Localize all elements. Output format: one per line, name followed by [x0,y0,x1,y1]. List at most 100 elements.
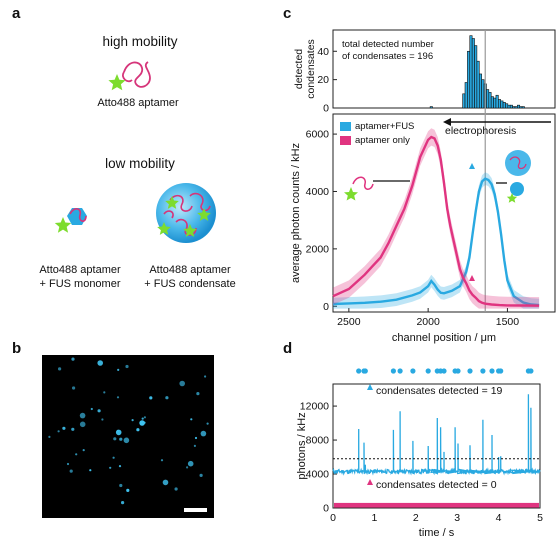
fluorophore-star-icon [108,74,126,91]
monomer-label-line1: Atto488 aptamer [39,264,121,276]
condensate-stars-icon [157,196,211,237]
inset-condensate-aptamer-icon [509,156,527,170]
condensate-spot [199,473,203,477]
hist-bar [514,106,518,109]
hist-frame [332,29,556,109]
inset-aptamer-icon [352,176,374,190]
inset-monomer-icon [510,182,524,196]
condensate-spot [97,409,101,413]
hist-ylabel-line1: detected [293,49,305,89]
condensate-spot [121,501,125,505]
series-error-band [333,128,540,309]
hist-bar [481,79,485,109]
top-annotation: condensates detected = 19 [376,385,503,397]
condensate-spot [116,396,120,399]
monomer-aptamer-icon [69,208,87,222]
micrograph-image [42,355,214,518]
condensate-spot [82,449,85,452]
hist-bar [490,96,494,109]
condensate-spot [126,488,130,492]
detection-dot [397,368,403,374]
hist-bar [476,60,480,109]
trace-xtick-label: 2 [413,512,419,524]
hist-bar [502,102,506,109]
inset-condensate-icon [505,150,531,176]
condensate-spot [196,392,200,396]
panel-letter-b: b [12,340,22,357]
main-ytick-label: 0 [323,301,329,313]
detection-dot [441,368,447,374]
legend-swatch-aptamer-only [340,136,351,145]
fus-monomer-icon [67,208,87,225]
condensate-spot [186,466,189,469]
condensate-spot [200,430,207,437]
condensate-spot [72,386,76,390]
series-line [332,177,540,307]
panel-letter-a: a [12,5,21,22]
hist-bar [517,104,521,109]
electrophoresis-arrow-head [443,118,451,126]
inset-monomer-star-icon [506,193,518,203]
condensate-spot [89,469,92,472]
detection-dot [425,368,431,374]
scale-bar [184,508,207,512]
condensate-spot [119,437,123,441]
condensate-spot [103,391,106,394]
hist-bar [509,104,513,109]
condensate-spot [136,428,140,432]
detection-dot [356,368,362,374]
condensate-spot [160,459,164,462]
condensate-spot [139,420,145,426]
condensate-spot [101,418,104,421]
hist-bar [488,92,492,109]
hist-bar [512,106,516,109]
trace-xtick-label: 5 [537,512,543,524]
main-xtick-label: 2500 [337,316,361,328]
trace-xtick-label: 3 [454,512,460,524]
trace-xlabel: time / s [419,527,455,538]
micrograph-background [42,355,214,518]
hist-bar [521,106,525,109]
trace-xtick-label: 1 [371,512,377,524]
condensate-spot [118,465,122,468]
hist-bar [493,97,497,109]
peak-marker-fus [469,163,475,169]
condensate-spot [131,419,134,422]
hist-bar [486,89,490,109]
hist-annotation-line1: total detected number [342,39,434,50]
inset-star-icon [344,187,358,201]
panel-letter-d: d [283,340,293,357]
panel-letter-c: c [283,5,292,22]
condensate-spot [179,380,185,387]
trace-ytick-label: 0 [323,503,329,515]
main-xtick-label: 2000 [416,316,440,328]
hist-bar [464,82,468,109]
legend-label-aptamer-fus: aptamer+FUS [355,121,415,132]
trace-ytick-label: 4000 [306,469,330,481]
hist-annotation-line2: of condensates = 196 [342,51,434,62]
monomer-label-line2: + FUS monomer [39,278,121,290]
legend-swatch-aptamer-fus [340,122,351,131]
hist-ylabel-line2: condensates [305,39,317,99]
hist-bar [519,106,523,109]
condensate-spot [165,396,169,400]
condensate-spot [71,427,75,431]
condensate-spot [75,453,78,456]
condensate-spot [194,436,198,440]
condensate-spot [141,417,144,420]
panel-a-illustrations [54,61,216,243]
condensate-spot [187,460,194,467]
series-error-band [333,172,540,309]
series-line [332,135,540,307]
main-xtick-label: 1500 [496,316,520,328]
main-ytick-label: 2000 [306,243,330,255]
condensate-spot [119,483,123,488]
annotation-marker-fus [367,384,373,390]
condensate-spot [190,418,193,421]
main-ylabel: average photon counts / kHz [290,143,302,283]
condensate-spot [117,368,120,371]
detection-dot [498,368,504,374]
chart-c: 0 20 40 detected condensates 0 2000 4000 6000 25… [290,29,556,344]
condensate-spot [123,437,130,444]
detection-dot [410,368,416,374]
